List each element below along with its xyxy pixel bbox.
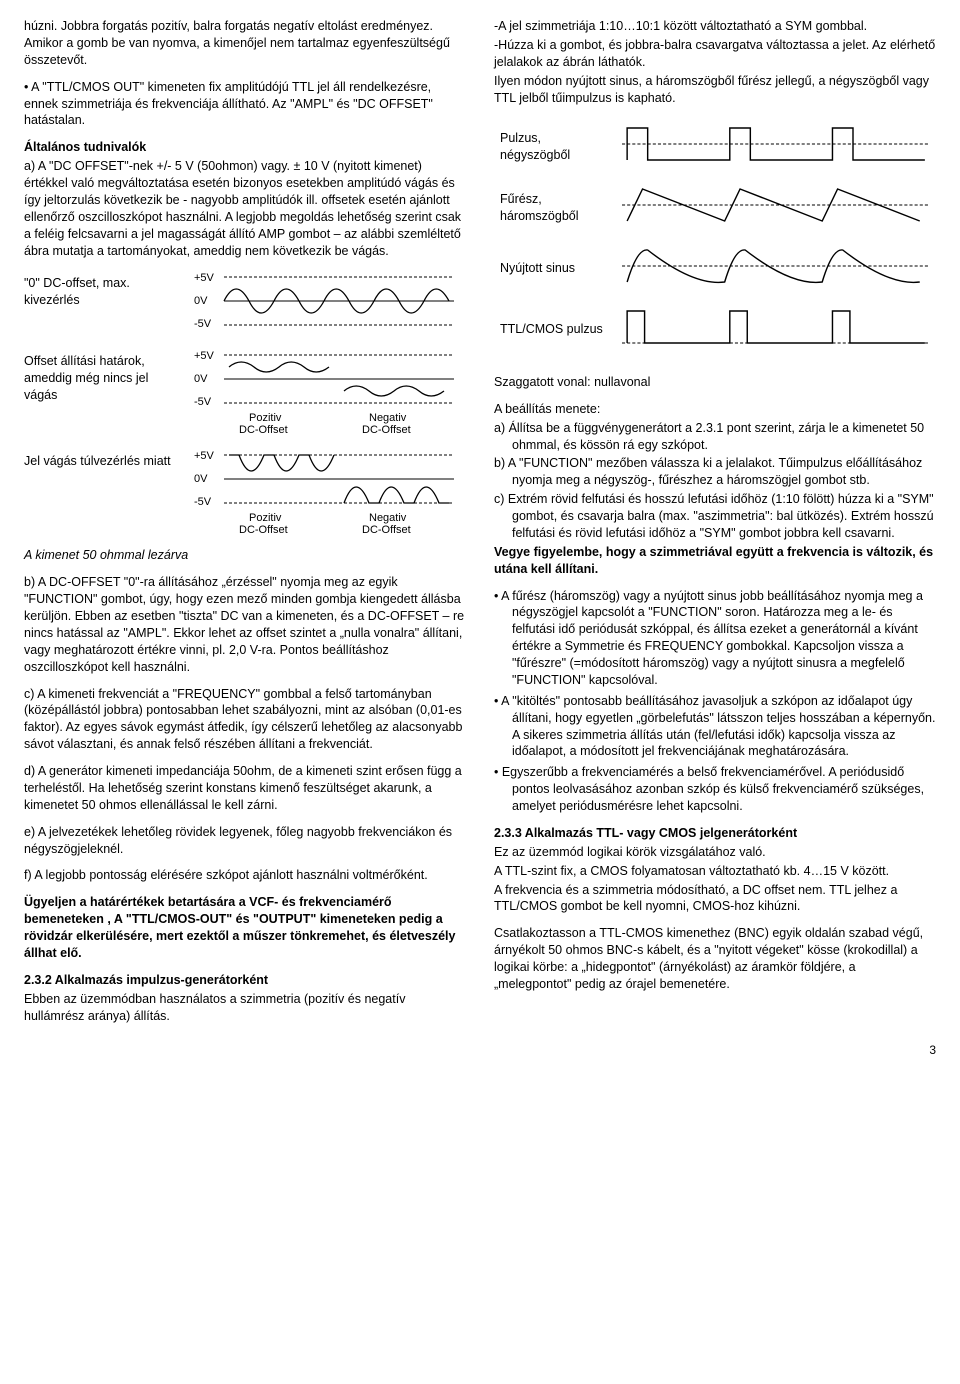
- svg-text:+5V: +5V: [194, 272, 215, 284]
- svg-text:0V: 0V: [194, 473, 208, 485]
- dc-row-0: "0" DC-offset, max. kivezérlés +5V 0V -5…: [24, 269, 466, 339]
- setup-heading: A beállítás menete:: [494, 401, 936, 418]
- svg-text:0V: 0V: [194, 295, 208, 307]
- item-f: f) A legjobb pontosság elérésére szkópot…: [24, 867, 466, 884]
- intro-paragraph: húzni. Jobbra forgatás pozitív, balra fo…: [24, 18, 466, 69]
- sym-outputs: Ilyen módon nyújtott sinus, a háromszögb…: [494, 73, 936, 107]
- wave-graphic: [616, 177, 936, 238]
- item-c: c) A kimeneti frekvenciát a "FREQUENCY" …: [24, 686, 466, 754]
- wave-label: Nyújtott sinus: [494, 238, 616, 299]
- dc-row-chart: +5V 0V -5V: [194, 269, 466, 339]
- h-232: 2.3.2 Alkalmazás impulzus-generátorként: [24, 973, 268, 987]
- h-233: 2.3.3 Alkalmazás TTL- vagy CMOS jelgener…: [494, 826, 797, 840]
- svg-text:Negativ: Negativ: [369, 412, 407, 424]
- setup-b: b) A "FUNCTION" mezőben válassza ki a je…: [494, 455, 936, 489]
- wave-label: Fűrész, háromszögből: [494, 177, 616, 238]
- dc-row-label: "0" DC-offset, max. kivezérlés: [24, 269, 184, 309]
- wave-graphic: [616, 299, 936, 360]
- svg-text:DC-Offset: DC-Offset: [239, 424, 288, 436]
- svg-text:Negativ: Negativ: [369, 512, 407, 524]
- dc-row-label: Jel vágás túlvezérlés miatt: [24, 447, 184, 470]
- dc-row-2: Jel vágás túlvezérlés miatt +5V 0V -5V P…: [24, 447, 466, 539]
- right-column: -A jel szimmetriája 1:10…10:1 között vál…: [494, 18, 936, 1034]
- item-b: b) A DC-OFFSET "0"-ra állításához „érzés…: [24, 574, 466, 675]
- warning: Ügyeljen a határértékek betartására a VC…: [24, 894, 466, 962]
- h-232-body: Ebben az üzemmódban használatos a szimme…: [24, 991, 466, 1025]
- svg-text:Pozitiv: Pozitiv: [249, 412, 282, 424]
- dc-row-label: Offset állítási határok, ameddig még nin…: [24, 347, 184, 404]
- wave-label: TTL/CMOS pulzus: [494, 299, 616, 360]
- wave-row-saw: Fűrész, háromszögből: [494, 177, 936, 238]
- svg-text:+5V: +5V: [194, 350, 215, 362]
- wave-row-square: Pulzus, négyszögből: [494, 116, 936, 177]
- setup-c: c) Extrém rövid felfutási és hosszú lefu…: [494, 491, 936, 542]
- item-d: d) A generátor kimeneti impedanciája 50o…: [24, 763, 466, 814]
- page-number: 3: [24, 1042, 936, 1058]
- setup-a: a) Állítsa be a függvénygenerátort a 2.3…: [494, 420, 936, 454]
- setup-bold-note: Vegye figyelembe, hogy a szimmetriával e…: [494, 544, 936, 578]
- svg-text:DC-Offset: DC-Offset: [239, 524, 288, 536]
- dc-row-chart: +5V 0V -5V Pozitiv DC-Offset Negativ: [194, 347, 466, 439]
- general-heading: Általános tudnivalók: [24, 139, 466, 156]
- wave-graphic: [616, 116, 936, 177]
- svg-text:-5V: -5V: [194, 318, 212, 330]
- wave-label: Pulzus, négyszögből: [494, 116, 616, 177]
- bullet-a: • A fűrész (háromszög) vagy a nyújtott s…: [494, 588, 936, 689]
- svg-text:Pozitiv: Pozitiv: [249, 512, 282, 524]
- wave-row-ttl: TTL/CMOS pulzus: [494, 299, 936, 360]
- waveform-table: Pulzus, négyszögből Fűrész, háromszögből: [494, 116, 936, 360]
- svg-text:0V: 0V: [194, 373, 208, 385]
- sym-range: -A jel szimmetriája 1:10…10:1 között vál…: [494, 18, 936, 35]
- item-a: a) A "DC OFFSET"-nek +/- 5 V (50ohmon) v…: [24, 158, 466, 259]
- h233-p1: Ez az üzemmód logikai körök vizsgálatáho…: [494, 844, 936, 861]
- left-column: húzni. Jobbra forgatás pozitív, balra fo…: [24, 18, 466, 1034]
- svg-text:-5V: -5V: [194, 396, 212, 408]
- item-e: e) A jelvezetékek lehetőleg rövidek legy…: [24, 824, 466, 858]
- ttl-cmos-bullet: • A "TTL/CMOS OUT" kimeneten fix amplitú…: [24, 79, 466, 130]
- dc-row-1: Offset állítási határok, ameddig még nin…: [24, 347, 466, 439]
- svg-text:-5V: -5V: [194, 496, 212, 508]
- svg-text:DC-Offset: DC-Offset: [362, 524, 411, 536]
- wave-graphic: [616, 238, 936, 299]
- dc-row-chart: +5V 0V -5V Pozitiv DC-Offset Negativ: [194, 447, 466, 539]
- dashed-caption: Szaggatott vonal: nullavonal: [494, 374, 936, 391]
- svg-text:+5V: +5V: [194, 450, 215, 462]
- svg-text:DC-Offset: DC-Offset: [362, 424, 411, 436]
- dc-offset-figures: "0" DC-offset, max. kivezérlés +5V 0V -5…: [24, 269, 466, 539]
- dc-footer: A kimenet 50 ohmmal lezárva: [24, 547, 466, 564]
- h233-p4: Csatlakoztasson a TTL-CMOS kimenethez (B…: [494, 925, 936, 993]
- wave-row-sin: Nyújtott sinus: [494, 238, 936, 299]
- bullet-b: • A "kitöltés" pontosabb beállításához j…: [494, 693, 936, 761]
- bullet-c: • Egyszerűbb a frekvenciamérés a belső f…: [494, 764, 936, 815]
- sym-instr: -Húzza ki a gombot, és jobbra-balra csav…: [494, 37, 936, 71]
- h233-p3: A frekvencia és a szimmetria módosítható…: [494, 882, 936, 916]
- h233-p2: A TTL-szint fix, a CMOS folyamatosan vál…: [494, 863, 936, 880]
